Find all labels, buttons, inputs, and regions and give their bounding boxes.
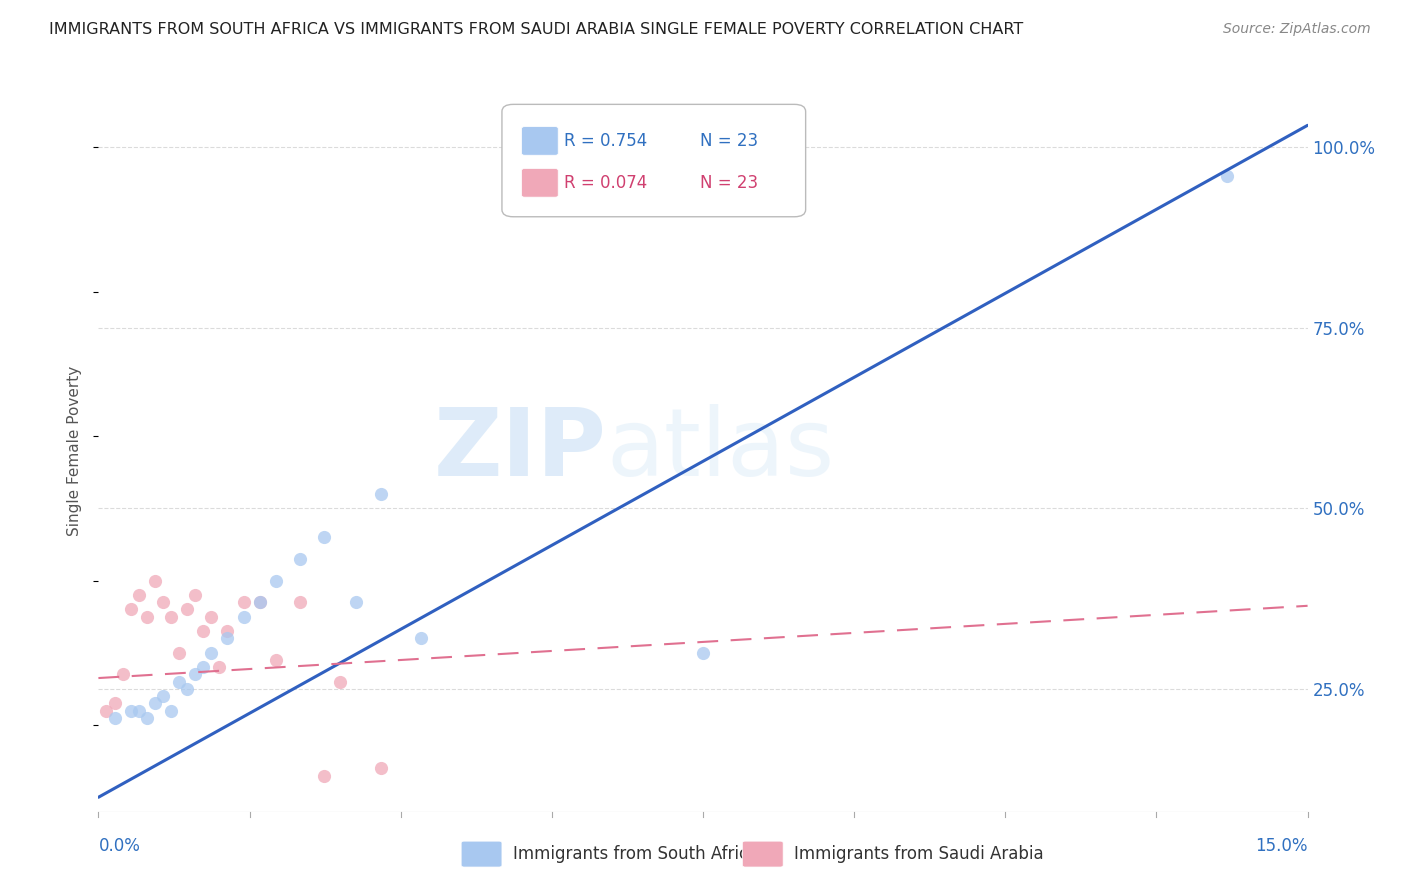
Point xyxy=(193,660,215,674)
Text: N = 23: N = 23 xyxy=(700,174,758,192)
Point xyxy=(184,588,207,602)
Point xyxy=(135,609,157,624)
Point xyxy=(143,574,166,588)
Point xyxy=(103,711,125,725)
Point xyxy=(329,674,352,689)
Point xyxy=(143,696,166,710)
Point xyxy=(217,632,239,646)
Point xyxy=(120,602,142,616)
Point xyxy=(167,646,190,660)
Point xyxy=(344,595,367,609)
Point xyxy=(111,667,134,681)
Point xyxy=(249,595,271,609)
Text: Immigrants from Saudi Arabia: Immigrants from Saudi Arabia xyxy=(794,845,1045,863)
Point xyxy=(160,704,183,718)
Text: atlas: atlas xyxy=(606,404,835,497)
Point xyxy=(135,711,157,725)
Text: Immigrants from South Africa: Immigrants from South Africa xyxy=(513,845,758,863)
Point xyxy=(160,609,183,624)
Point xyxy=(128,704,150,718)
Point xyxy=(217,624,239,639)
Text: Source: ZipAtlas.com: Source: ZipAtlas.com xyxy=(1223,22,1371,37)
Point xyxy=(176,602,198,616)
Point xyxy=(96,704,118,718)
Point xyxy=(152,595,174,609)
Point xyxy=(288,551,311,566)
Point xyxy=(1216,169,1239,183)
Point xyxy=(370,487,392,501)
Point xyxy=(288,595,311,609)
Y-axis label: Single Female Poverty: Single Female Poverty xyxy=(67,366,83,535)
Point xyxy=(176,681,198,696)
Point xyxy=(128,588,150,602)
Point xyxy=(264,653,287,667)
Text: ZIP: ZIP xyxy=(433,404,606,497)
Text: N = 23: N = 23 xyxy=(700,132,758,150)
Point xyxy=(184,667,207,681)
Point xyxy=(264,574,287,588)
Text: 0.0%: 0.0% xyxy=(98,837,141,855)
Point xyxy=(314,530,336,544)
Point xyxy=(208,660,231,674)
Point xyxy=(232,609,254,624)
Text: IMMIGRANTS FROM SOUTH AFRICA VS IMMIGRANTS FROM SAUDI ARABIA SINGLE FEMALE POVER: IMMIGRANTS FROM SOUTH AFRICA VS IMMIGRAN… xyxy=(49,22,1024,37)
Point xyxy=(167,674,190,689)
Point xyxy=(103,696,125,710)
Point xyxy=(120,704,142,718)
Point xyxy=(249,595,271,609)
Point xyxy=(692,646,714,660)
Point xyxy=(193,624,215,639)
Text: 15.0%: 15.0% xyxy=(1256,837,1308,855)
Point xyxy=(152,689,174,703)
Point xyxy=(370,761,392,775)
Text: R = 0.074: R = 0.074 xyxy=(564,174,647,192)
Text: R = 0.754: R = 0.754 xyxy=(564,132,647,150)
Point xyxy=(409,632,432,646)
Point xyxy=(232,595,254,609)
Point xyxy=(200,609,222,624)
Point xyxy=(314,769,336,783)
Point xyxy=(200,646,222,660)
